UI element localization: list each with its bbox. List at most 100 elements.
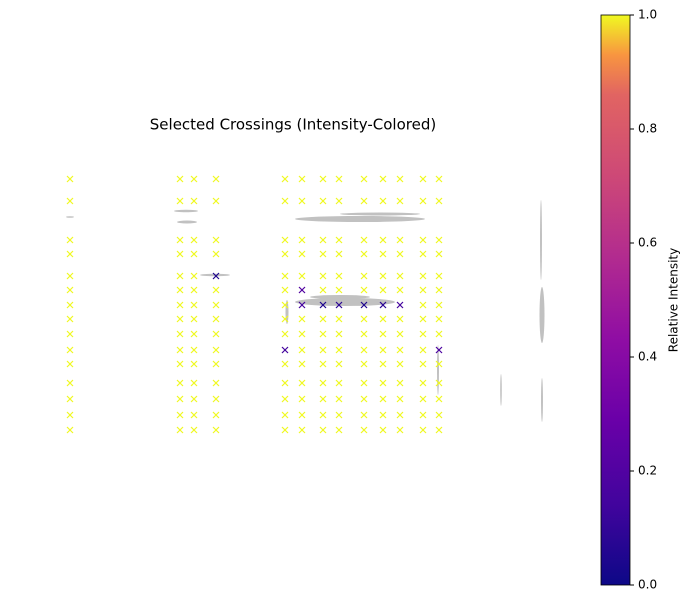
marker-stroke — [360, 379, 368, 387]
marker-stroke — [379, 346, 387, 354]
marker-stroke — [298, 330, 306, 338]
marker-stroke — [360, 197, 368, 205]
crossing-marker — [66, 250, 74, 258]
crossing-marker — [396, 346, 404, 354]
marker-stroke — [66, 315, 74, 323]
crossing-marker — [435, 197, 443, 205]
marker-stroke — [379, 250, 387, 258]
marker-stroke — [212, 250, 220, 258]
crossing-marker — [419, 250, 427, 258]
marker-stroke — [212, 395, 220, 403]
marker-stroke — [396, 197, 404, 205]
crossing-marker — [419, 411, 427, 419]
crossing-marker — [319, 197, 327, 205]
crossing-marker — [360, 301, 368, 309]
crossing-marker — [335, 175, 343, 183]
marker-stroke — [298, 346, 306, 354]
crossing-marker — [176, 197, 184, 205]
marker-stroke — [190, 272, 198, 280]
marker-stroke — [281, 272, 289, 280]
marker-stroke — [298, 301, 306, 309]
crossing-marker — [360, 272, 368, 280]
marker-stroke — [298, 272, 306, 280]
crossing-marker — [212, 426, 220, 434]
marker-stroke — [281, 315, 289, 323]
crossing-marker — [360, 330, 368, 338]
crossing-marker — [396, 250, 404, 258]
crossing-marker — [435, 330, 443, 338]
crossing-marker — [66, 360, 74, 368]
crossing-marker — [379, 272, 387, 280]
marker-stroke — [298, 426, 306, 434]
crossing-marker — [419, 360, 427, 368]
crossing-marker — [281, 250, 289, 258]
marker-stroke — [190, 426, 198, 434]
crossing-marker — [396, 395, 404, 403]
crossing-marker — [335, 250, 343, 258]
crossing-marker — [335, 395, 343, 403]
crossing-marker — [298, 236, 306, 244]
marker-stroke — [435, 301, 443, 309]
crossing-marker — [319, 301, 327, 309]
marker-stroke — [190, 346, 198, 354]
crossing-marker — [176, 250, 184, 258]
marker-stroke — [435, 197, 443, 205]
crossing-marker — [379, 379, 387, 387]
marker-stroke — [419, 286, 427, 294]
crossing-marker — [335, 286, 343, 294]
marker-stroke — [212, 315, 220, 323]
crossing-marker — [281, 175, 289, 183]
crossing-marker — [212, 360, 220, 368]
crossing-marker — [212, 286, 220, 294]
crossing-marker — [319, 315, 327, 323]
colorbar-tick-label: 0.0 — [638, 578, 657, 592]
crossing-marker — [319, 175, 327, 183]
marker-stroke — [298, 175, 306, 183]
crossing-marker — [190, 197, 198, 205]
crossing-marker — [419, 395, 427, 403]
crossing-marker — [281, 346, 289, 354]
crossing-marker — [190, 301, 198, 309]
crossing-marker — [396, 360, 404, 368]
crossing-marker — [176, 346, 184, 354]
crossing-marker — [298, 426, 306, 434]
crossing-marker — [298, 346, 306, 354]
crossing-marker — [319, 272, 327, 280]
crossing-marker — [281, 360, 289, 368]
marker-stroke — [435, 315, 443, 323]
crossing-marker — [66, 411, 74, 419]
crossing-marker — [335, 346, 343, 354]
crossing-marker — [419, 426, 427, 434]
marker-stroke — [396, 250, 404, 258]
marker-stroke — [435, 411, 443, 419]
marker-stroke — [419, 315, 427, 323]
marker-stroke — [396, 286, 404, 294]
marker-stroke — [66, 426, 74, 434]
crossing-marker — [212, 175, 220, 183]
marker-stroke — [419, 175, 427, 183]
crossing-marker — [281, 330, 289, 338]
marker-stroke — [379, 426, 387, 434]
marker-stroke — [176, 360, 184, 368]
marker-stroke — [212, 236, 220, 244]
crossing-marker — [435, 360, 443, 368]
marker-stroke — [190, 411, 198, 419]
crossing-marker — [176, 272, 184, 280]
marker-stroke — [176, 250, 184, 258]
marker-stroke — [319, 197, 327, 205]
crossing-marker — [281, 197, 289, 205]
crossing-marker — [435, 315, 443, 323]
crossing-marker — [419, 330, 427, 338]
crossing-marker — [419, 346, 427, 354]
crossing-marker — [212, 197, 220, 205]
crossing-marker — [298, 272, 306, 280]
crossing-marker — [190, 360, 198, 368]
crossing-marker — [396, 197, 404, 205]
marker-stroke — [66, 360, 74, 368]
crossing-marker — [176, 315, 184, 323]
marker-stroke — [176, 272, 184, 280]
crossing-marker — [190, 315, 198, 323]
marker-stroke — [212, 360, 220, 368]
crossing-marker — [335, 197, 343, 205]
marker-stroke — [335, 411, 343, 419]
